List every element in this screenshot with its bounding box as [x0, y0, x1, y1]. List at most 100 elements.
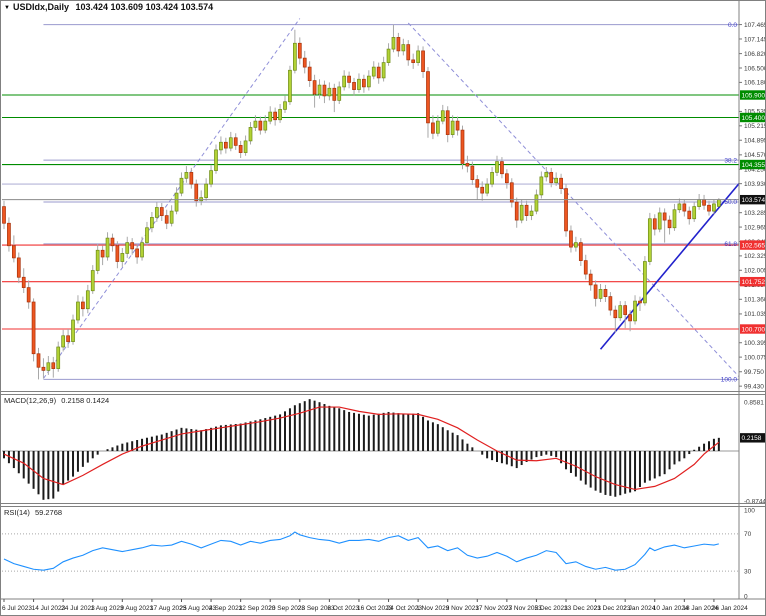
candle-bull	[293, 42, 297, 71]
price-tick-label: 107.145	[744, 36, 766, 43]
price-tick-label: 101.360	[744, 297, 766, 304]
candle-bull	[401, 44, 406, 52]
candle-bear	[509, 182, 514, 203]
macd-pane[interactable]	[2, 399, 739, 500]
macd-current-box	[740, 433, 766, 443]
price-tick-label: 101.035	[744, 311, 766, 318]
fib-level-label: 0.0	[728, 22, 737, 29]
candle-bull	[519, 204, 524, 221]
candle-bull	[179, 177, 184, 194]
candle-bear	[500, 161, 504, 175]
red-price-box-label: 101.752	[742, 279, 766, 286]
candle-bull	[495, 161, 499, 173]
candle-bear	[445, 110, 450, 135]
candle-bear	[110, 237, 115, 247]
candle-bear	[51, 362, 56, 369]
candle-bull	[677, 203, 682, 211]
green-price-box-label: 105.900	[742, 92, 766, 99]
date-label: 10 Jan 2024	[653, 605, 689, 612]
candle-bear	[682, 203, 687, 212]
macd-tick-label: 0.8581	[744, 399, 764, 406]
candle-bear	[583, 260, 588, 275]
date-label: 12 Sep 2023	[239, 605, 276, 612]
candle-bull	[150, 217, 154, 229]
candle-bear	[559, 177, 563, 189]
candle-bear	[332, 87, 337, 101]
candle-bear	[470, 165, 475, 180]
fib-level-label: 38.2	[724, 157, 737, 164]
candle-bull	[633, 300, 637, 322]
candle-bull	[440, 110, 445, 122]
candle-bear	[100, 249, 105, 258]
candle-bear	[233, 137, 238, 146]
candle-bull	[391, 37, 396, 50]
date-label: 1 Aug 2023	[91, 605, 124, 612]
candle-bear	[307, 66, 312, 81]
candle-bear	[707, 204, 711, 212]
candle-bull	[120, 253, 125, 262]
candle-bear	[31, 301, 36, 355]
candle-bull	[228, 137, 233, 149]
candle-bull	[169, 210, 174, 224]
trendline-solid	[599, 182, 739, 350]
candle-bull	[534, 194, 539, 212]
fib-level-label: 100.0	[721, 377, 738, 384]
candle-bull	[253, 120, 258, 128]
candle-bear	[465, 163, 470, 167]
candle-bear	[613, 309, 618, 319]
candle-bear	[81, 301, 85, 310]
candle-bear	[273, 111, 277, 121]
main-pane[interactable]	[2, 18, 753, 393]
macd-signal-line	[3, 406, 720, 491]
candle-bear	[667, 219, 672, 229]
candle-bull	[716, 199, 721, 207]
candle-bull	[317, 84, 322, 95]
candle-bear	[322, 84, 327, 97]
rsi-line	[3, 531, 719, 571]
date-label: 6 Jul 2023	[2, 605, 32, 612]
candle-bull	[574, 242, 578, 248]
candle-bear	[549, 172, 554, 184]
candle-bull	[692, 206, 697, 220]
candle-bull	[268, 111, 273, 122]
candle-bear	[352, 82, 356, 90]
candle-bull	[366, 75, 371, 88]
date-label: 27 Nov 2023	[505, 605, 542, 612]
candle-bull	[90, 270, 95, 292]
candle-bull	[145, 227, 149, 243]
price-tick-label: 106.820	[744, 51, 766, 58]
rsi-pane[interactable]	[2, 531, 739, 572]
candle-bull	[263, 120, 268, 131]
candle-bull	[485, 183, 489, 194]
candle-bull	[386, 48, 391, 63]
candle-bull	[140, 242, 144, 258]
candle-bear	[687, 210, 692, 220]
date-label: 24 Jul 2023	[61, 605, 95, 612]
date-label: 1 Nov 2023	[416, 605, 450, 612]
candle-bull	[643, 261, 647, 304]
candle-bull	[697, 199, 701, 207]
rsi-tick-label: 70	[744, 531, 752, 538]
candle-bear	[130, 242, 135, 250]
candle-bear	[41, 366, 46, 371]
candle-bear	[623, 305, 628, 315]
candle-bull	[450, 120, 455, 135]
candle-bull	[174, 192, 179, 212]
candle-bear	[460, 129, 465, 164]
date-label: 17 Nov 2023	[475, 605, 512, 612]
bid-price-box	[740, 194, 766, 205]
candle-bull	[490, 172, 494, 185]
trendline-dashed	[407, 22, 739, 378]
price-tick-label: 100.075	[744, 354, 766, 361]
date-label: 20 Sep 2023	[268, 605, 305, 612]
candle-bull	[243, 140, 248, 153]
candle-bull	[61, 335, 66, 348]
candle-bear	[238, 145, 243, 153]
candle-bull	[204, 183, 208, 198]
candle-bull	[105, 237, 110, 258]
candle-bull	[46, 362, 51, 371]
candle-bull	[85, 290, 90, 310]
date-label: 9 Aug 2023	[120, 605, 153, 612]
